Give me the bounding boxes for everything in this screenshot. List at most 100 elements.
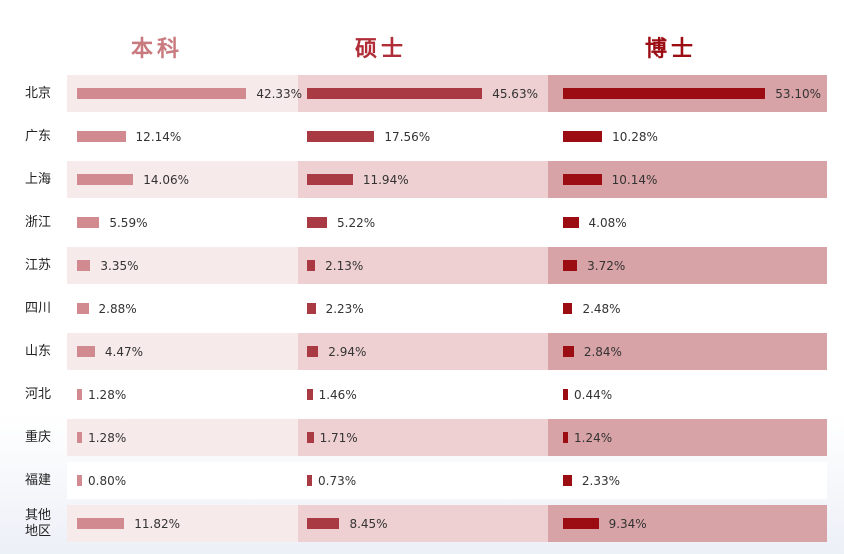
- data-label: 0.80%: [88, 473, 127, 488]
- data-label: 1.24%: [574, 430, 613, 445]
- data-label: 0.44%: [574, 387, 613, 402]
- bar-3: [563, 303, 573, 314]
- bar-2: [307, 346, 319, 357]
- data-label: 1.28%: [88, 387, 127, 402]
- bar-1: [77, 174, 134, 185]
- bar-2: [307, 88, 483, 99]
- row-band: [298, 462, 548, 499]
- bar-1: [77, 475, 82, 486]
- data-label: 3.72%: [587, 258, 626, 273]
- category-label: 浙江: [24, 214, 51, 230]
- series-header-2: 硕士: [354, 37, 407, 62]
- bar-1: [77, 518, 125, 529]
- series-header-3: 博士: [644, 37, 697, 62]
- bar-3: [563, 217, 579, 228]
- bar-2: [307, 475, 312, 486]
- bar-1: [77, 88, 247, 99]
- data-label: 2.23%: [325, 301, 364, 316]
- series-header-1: 本科: [130, 37, 183, 62]
- bar-2: [307, 260, 316, 271]
- data-label: 1.71%: [319, 430, 358, 445]
- row-band: [548, 462, 827, 499]
- row-band: [298, 505, 548, 542]
- category-label: 北京: [24, 85, 51, 101]
- data-label: 8.45%: [349, 516, 388, 531]
- bar-1: [77, 303, 89, 314]
- data-label: 12.14%: [135, 129, 182, 144]
- row-band: [548, 333, 827, 370]
- bar-3: [563, 174, 602, 185]
- data-label: 2.84%: [583, 344, 622, 359]
- bar-3: [563, 518, 599, 529]
- category-label: 其他 地区: [24, 507, 51, 539]
- data-label: 10.28%: [612, 129, 658, 144]
- category-label: 河北: [24, 386, 51, 402]
- data-label: 9.34%: [608, 516, 647, 531]
- bar-2: [307, 389, 313, 400]
- data-label: 11.94%: [362, 172, 409, 187]
- row-band: [67, 204, 298, 241]
- row-band: [548, 247, 827, 284]
- bar-3: [563, 346, 574, 357]
- bar-1: [77, 346, 95, 357]
- data-label: 0.73%: [318, 473, 357, 488]
- data-label: 10.14%: [611, 172, 658, 187]
- bar-1: [77, 131, 126, 142]
- category-label: 福建: [24, 472, 51, 488]
- row-band: [298, 204, 548, 241]
- data-label: 4.08%: [588, 215, 627, 230]
- data-label: 1.28%: [88, 430, 127, 445]
- bar-2: [307, 131, 375, 142]
- bar-2: [307, 432, 314, 443]
- data-label: 2.88%: [98, 301, 137, 316]
- row-band: [67, 247, 298, 284]
- data-label: 4.47%: [104, 344, 143, 359]
- bar-2: [307, 174, 353, 185]
- category-label: 广东: [24, 128, 51, 144]
- row-band: [298, 247, 548, 284]
- row-band: [67, 376, 298, 413]
- bar-3: [563, 260, 578, 271]
- category-label: 重庆: [24, 429, 51, 445]
- row-band: [298, 333, 548, 370]
- data-label: 45.63%: [492, 86, 538, 101]
- category-label: 四川: [24, 300, 51, 316]
- data-label: 2.33%: [581, 473, 620, 488]
- bar-1: [77, 432, 83, 443]
- data-label: 5.22%: [337, 215, 376, 230]
- data-label: 17.56%: [384, 129, 431, 144]
- row-band: [548, 290, 827, 327]
- bar-3: [563, 475, 572, 486]
- row-band: [67, 290, 298, 327]
- bar-2: [307, 217, 328, 228]
- bar-3: [563, 432, 568, 443]
- bar-2: [307, 518, 340, 529]
- row-band: [298, 376, 548, 413]
- data-label: 11.82%: [134, 516, 181, 531]
- data-label: 5.59%: [109, 215, 148, 230]
- bar-3: [563, 389, 568, 400]
- bar-1: [77, 389, 83, 400]
- row-band: [548, 376, 827, 413]
- category-label: 上海: [24, 171, 51, 187]
- category-label: 江苏: [24, 257, 51, 273]
- data-label: 2.94%: [328, 344, 367, 359]
- bar-3: [563, 88, 766, 99]
- row-band: [298, 419, 548, 456]
- data-label: 14.06%: [143, 172, 189, 187]
- bar-1: [77, 260, 91, 271]
- data-label: 2.13%: [325, 258, 364, 273]
- category-label: 山东: [24, 343, 51, 359]
- data-label: 2.48%: [582, 301, 621, 316]
- row-band: [298, 290, 548, 327]
- bar-3: [563, 131, 603, 142]
- data-label: 3.35%: [100, 258, 139, 273]
- bar-2: [307, 303, 316, 314]
- bar-1: [77, 217, 100, 228]
- row-band: [67, 419, 298, 456]
- row-band: [548, 419, 827, 456]
- row-band: [548, 204, 827, 241]
- row-band: [67, 462, 298, 499]
- data-label: 1.46%: [318, 387, 357, 402]
